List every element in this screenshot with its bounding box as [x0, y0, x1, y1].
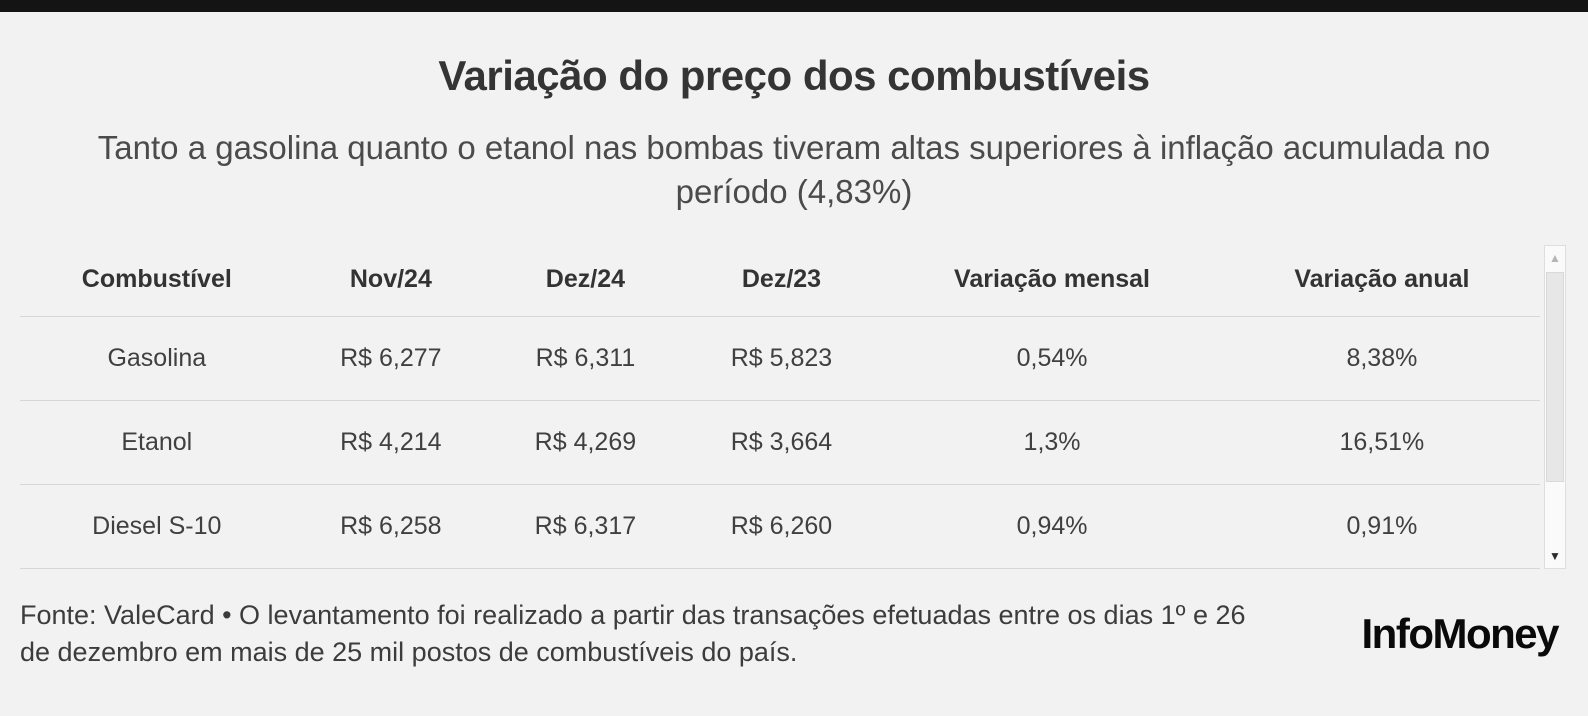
fuel-price-table: Combustível Nov/24 Dez/24 Dez/23 Variaçã…: [20, 245, 1540, 570]
footer: Fonte: ValeCard • O levantamento foi rea…: [20, 597, 1560, 670]
column-header-combustivel: Combustível: [81, 265, 232, 294]
table-cell: 0,94%: [880, 484, 1224, 570]
table-cell: 0,54%: [880, 316, 1224, 401]
column-header-variacao-anual: Variação anual: [1294, 265, 1470, 294]
table-cell: R$ 3,664: [682, 400, 881, 485]
scrollbar-thumb[interactable]: [1546, 272, 1564, 483]
infomoney-logo: InfoMoney: [1361, 609, 1560, 657]
table-cell: R$ 6,260: [682, 484, 881, 570]
table-cell: R$ 6,311: [488, 316, 683, 401]
page-subtitle: Tanto a gasolina quanto o etanol nas bom…: [97, 129, 1491, 210]
table-cell: R$ 5,823: [682, 316, 881, 401]
table-cell: 1,3%: [880, 400, 1224, 485]
column-header-dez23: Dez/23: [741, 265, 822, 294]
table-row-gasolina: Gasolina R$ 6,277 R$ 6,311 R$ 5,823 0,54…: [20, 316, 1540, 401]
top-bar: [0, 0, 1588, 12]
source-text: Fonte: ValeCard • O levantamento foi rea…: [20, 600, 1246, 667]
table-cell: R$ 6,317: [488, 484, 683, 570]
page-title: Variação do preço dos combustíveis: [438, 52, 1150, 99]
table-cell: 8,38%: [1223, 316, 1540, 401]
table-cell: Diesel S-10: [20, 484, 294, 570]
table-cell: Gasolina: [20, 316, 294, 401]
column-header-nov24: Nov/24: [349, 265, 432, 294]
table-cell: R$ 6,258: [293, 484, 489, 570]
column-header-dez24: Dez/24: [545, 265, 626, 294]
table-cell: Etanol: [20, 400, 294, 485]
scroll-up-arrow-icon[interactable]: ▲: [1549, 251, 1561, 266]
column-header-variacao-mensal: Variação mensal: [954, 265, 1151, 294]
scroll-down-arrow-icon[interactable]: ▼: [1549, 549, 1561, 564]
table-area: Combustível Nov/24 Dez/24 Dez/23 Variaçã…: [20, 245, 1566, 570]
table-cell: R$ 4,269: [488, 400, 683, 485]
table-header-row: Combustível Nov/24 Dez/24 Dez/23 Variaçã…: [20, 245, 1540, 317]
table-cell: 16,51%: [1223, 400, 1540, 485]
table-row-etanol: Etanol R$ 4,214 R$ 4,269 R$ 3,664 1,3% 1…: [20, 400, 1540, 485]
table-cell: R$ 4,214: [293, 400, 489, 485]
scrollbar[interactable]: ▲ ▼: [1544, 245, 1566, 570]
table-wrap: Combustível Nov/24 Dez/24 Dez/23 Variaçã…: [20, 245, 1540, 570]
table-cell: R$ 6,277: [293, 316, 489, 401]
table-cell: 0,91%: [1223, 484, 1540, 570]
table-row-diesel-s10: Diesel S-10 R$ 6,258 R$ 6,317 R$ 6,260 0…: [20, 484, 1540, 570]
chart-header: Variação do preço dos combustíveis Tanto…: [0, 52, 1588, 213]
